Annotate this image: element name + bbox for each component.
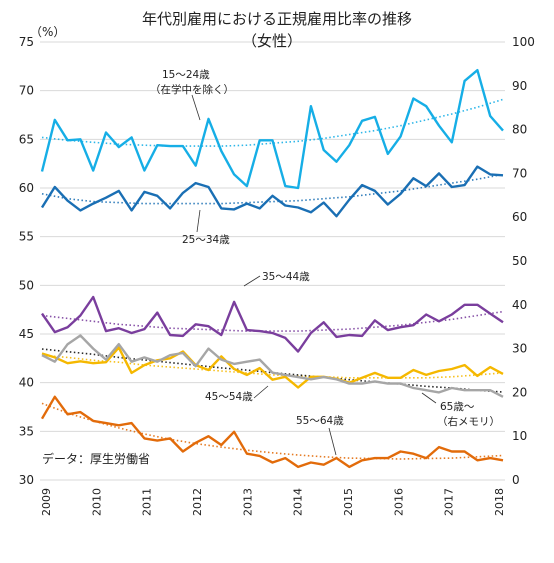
leader-line-15-24 — [191, 94, 201, 121]
x-tick-label: 2010 — [90, 488, 103, 516]
y-right-tick-label: 50 — [512, 254, 527, 268]
y-left-tick-label: 35 — [19, 424, 34, 438]
gridlines — [40, 41, 505, 481]
left-axis-unit: （%） — [30, 25, 65, 39]
y-right-tick-label: 60 — [512, 210, 527, 224]
y-right-tick-label: 20 — [512, 385, 527, 399]
y-right-tick-label: 0 — [512, 473, 520, 487]
y-left-tick-label: 75 — [19, 35, 34, 49]
x-tick-label: 2013 — [241, 488, 254, 516]
trendline-2 — [41, 310, 504, 332]
x-tick-label: 2015 — [342, 488, 355, 516]
y-right-tick-label: 40 — [512, 298, 527, 312]
y-left-tick-label: 40 — [19, 376, 34, 390]
y-left-tick-label: 30 — [19, 473, 34, 487]
leader-line-35-44 — [243, 275, 261, 287]
x-tick-label: 2017 — [443, 488, 456, 516]
axes: 30 35 40 45 50 55 60 65 70 75 0 10 20 30 40 50 60 70 80 90 1… — [19, 35, 535, 516]
series-label-45-54: 45〜54歳 — [205, 391, 253, 403]
series-line-4 — [41, 334, 504, 398]
x-tick-label: 2012 — [191, 488, 204, 516]
trendline-3 — [41, 354, 504, 379]
series-lines — [40, 68, 504, 469]
source-note: データ：厚生労働省 — [42, 451, 150, 466]
y-right-tick-label: 70 — [512, 166, 527, 180]
x-tick-label: 2011 — [141, 488, 154, 516]
x-tick-label: 2016 — [392, 488, 405, 516]
series-label-25-34: 25〜34歳 — [182, 234, 230, 246]
leader-line-45-54 — [253, 385, 269, 399]
series-line-0 — [40, 68, 504, 190]
y-right-tick-label: 80 — [512, 123, 527, 137]
y-left-tick-label: 60 — [19, 181, 34, 195]
series-line-2 — [41, 295, 504, 353]
y-left-tick-label: 45 — [19, 327, 34, 341]
y-left-tick-label: 70 — [19, 84, 34, 98]
trendlines — [41, 98, 504, 460]
y-right-tick-label: 100 — [512, 35, 535, 49]
series-label-35-44: 35〜44歳 — [262, 271, 310, 283]
x-tick-label: 2009 — [40, 488, 53, 516]
trendline-1 — [41, 173, 504, 205]
y-right-tick-label: 10 — [512, 429, 527, 443]
x-tick-label: 2014 — [292, 488, 305, 516]
series-label-15-24-note: （在学中を除く） — [150, 83, 234, 96]
series-label-15-24: 15〜24歳 — [162, 69, 210, 81]
leader-line-25-34 — [196, 209, 201, 233]
trendline-5 — [41, 402, 504, 460]
y-left-tick-label: 55 — [19, 230, 34, 244]
series-label-65plus-note: （右メモリ） — [437, 415, 500, 428]
trendline-4 — [41, 348, 504, 393]
trendline-0 — [41, 98, 504, 147]
x-tick-label: 2018 — [493, 488, 506, 516]
series-label-65plus: 65歳〜 — [440, 401, 475, 413]
y-left-tick-label: 50 — [19, 278, 34, 292]
leader-line-65plus — [421, 392, 437, 404]
y-right-tick-label: 90 — [512, 79, 527, 93]
leader-line-55-64 — [328, 427, 337, 456]
chart-title: 年代別雇用における正規雇用比率の推移 — [142, 10, 412, 28]
y-left-tick-label: 65 — [19, 132, 34, 146]
series-line-1 — [40, 165, 504, 218]
series-label-55-64: 55〜64歳 — [296, 415, 344, 427]
series-line-5 — [40, 395, 504, 469]
y-right-tick-label: 30 — [512, 342, 527, 356]
series-line-3 — [41, 346, 504, 389]
chart-subtitle: （女性） — [242, 32, 302, 50]
